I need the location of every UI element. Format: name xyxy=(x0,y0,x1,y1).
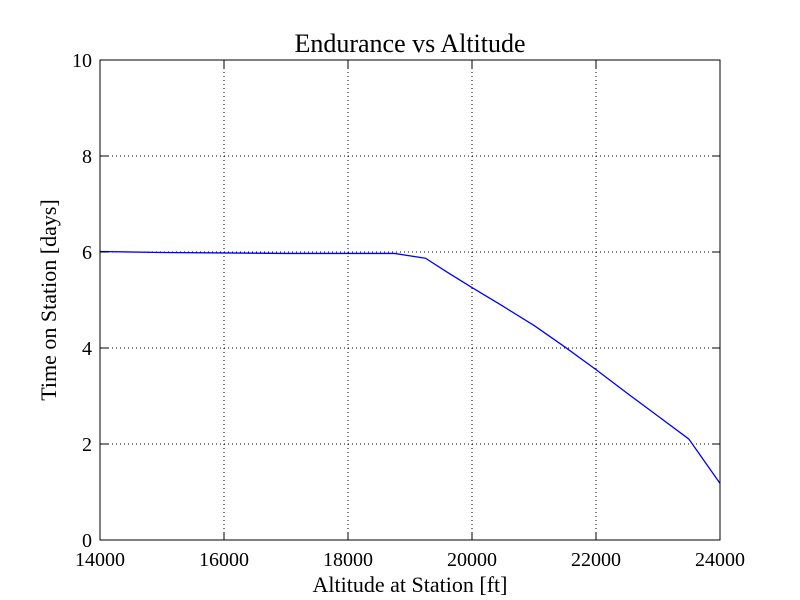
x-tick-label: 16000 xyxy=(199,549,249,571)
x-axis-label: Altitude at Station [ft] xyxy=(313,572,508,597)
series-group xyxy=(99,250,721,484)
x-tick-label: 24000 xyxy=(695,549,745,571)
x-tick-label: 22000 xyxy=(571,549,621,571)
grid xyxy=(100,60,720,540)
y-axis-label: Time on Station [days] xyxy=(36,199,61,400)
y-tick-label: 8 xyxy=(82,146,92,168)
series-line xyxy=(99,250,721,484)
y-tick-label: 6 xyxy=(82,242,92,264)
y-tick-label: 4 xyxy=(82,338,92,360)
y-tick-label: 0 xyxy=(82,530,92,552)
ticks: 14000 16000 18000 20000 22000 24000 0 2 4 6 8 10 xyxy=(72,50,745,571)
x-tick-label: 20000 xyxy=(447,549,497,571)
chart-title: Endurance vs Altitude xyxy=(294,29,525,58)
x-tick-label: 14000 xyxy=(75,549,125,571)
y-tick-label: 10 xyxy=(72,50,92,72)
x-tick-label: 18000 xyxy=(323,549,373,571)
plot-frame xyxy=(99,59,721,541)
y-tick-label: 2 xyxy=(82,434,92,456)
